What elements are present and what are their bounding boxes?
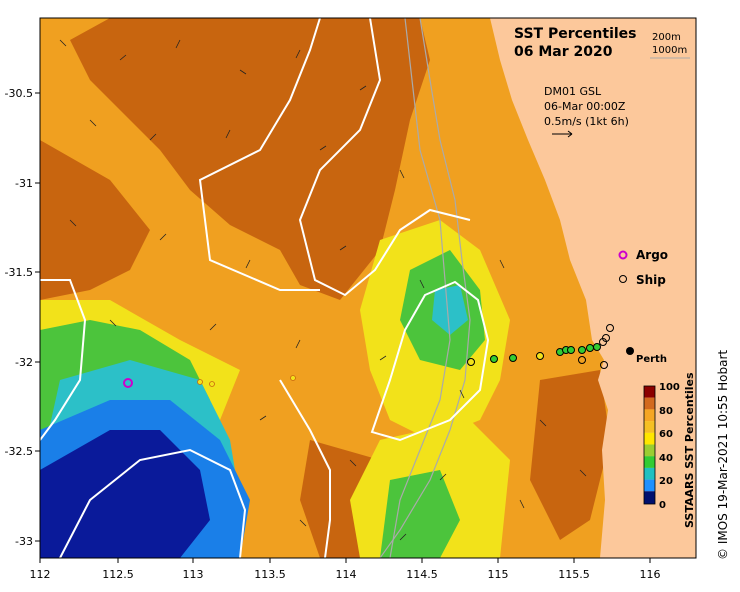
isobath-200m (379, 18, 471, 558)
lon-tick-113-5: 113.5 (254, 568, 286, 581)
argo-legend-icon (618, 250, 628, 260)
colorbar-tick-100: 100 (659, 382, 680, 393)
lon-tick-115-5: 115.5 (558, 568, 590, 581)
colorbar-tick-40: 40 (659, 453, 673, 464)
isobath-1000m-label: 1000m (652, 45, 687, 56)
current-vectors (59, 39, 587, 541)
contour-west (40, 279, 87, 441)
colorbar-tick-0: 0 (659, 500, 666, 511)
contour-center (370, 280, 490, 442)
argo-float-marker (123, 378, 133, 388)
colorbar-tick-60: 60 (659, 429, 673, 440)
model-time: 06-Mar 00:00Z (544, 100, 626, 113)
scale-arrow-icon (552, 130, 573, 138)
plot-frame (39, 17, 697, 559)
credit-text: © IMOS 19-Mar-2021 10:55 Hobart (716, 350, 730, 560)
sst-high-region-west (40, 140, 150, 300)
scale-arrow-label: 0.5m/s (1kt 6h) (544, 115, 629, 128)
sst-high-region-east (530, 370, 610, 540)
misc-markers (197, 375, 296, 387)
lon-tick-113: 113 (183, 568, 204, 581)
lat-tick-32: -32 (15, 356, 33, 369)
lon-tick-115: 115 (488, 568, 509, 581)
contour-north (198, 18, 321, 291)
lat-tick-31: -31 (15, 177, 33, 190)
isobath-1000m (389, 18, 451, 558)
lat-tick-33: -33 (15, 535, 33, 548)
isobath-200m-label: 200m (652, 32, 681, 43)
ship-legend-label: Ship (636, 273, 666, 287)
sst-navy-region (40, 430, 210, 558)
sst-high-region-north (70, 18, 430, 300)
lon-tick-116: 116 (640, 568, 661, 581)
lon-tick-112: 112 (30, 568, 51, 581)
lat-tick-31-5: -31.5 (5, 266, 33, 279)
lon-tick-112-5: 112.5 (102, 568, 134, 581)
perth-label: Perth (636, 354, 667, 365)
argo-legend-label: Argo (636, 248, 668, 262)
lon-tick-114: 114 (336, 568, 357, 581)
colorbar (643, 385, 656, 505)
colorbar-tick-80: 80 (659, 406, 673, 417)
model-name: DM01 GSL (544, 85, 602, 98)
sst-cyan-center (432, 285, 468, 335)
contour-north-inner (298, 18, 471, 297)
map-title: SST Percentiles (514, 26, 637, 42)
map-date: 06 Mar 2020 (514, 44, 613, 60)
ship-observations (467, 324, 614, 369)
lon-axis (39, 558, 651, 563)
lat-tick-30-5: -30.5 (5, 87, 33, 100)
lat-axis (35, 92, 40, 542)
colorbar-tick-20: 20 (659, 476, 673, 487)
lon-tick-114-5: 114.5 (406, 568, 438, 581)
lat-tick-32-5: -32.5 (5, 445, 33, 458)
map-field (40, 18, 696, 558)
contour-south (279, 379, 331, 558)
sst-green-south (380, 470, 460, 558)
ship-legend-icon (619, 275, 627, 283)
contour-southwest (59, 448, 247, 558)
colorbar-label: SSTAARS SST Percentiles (683, 372, 696, 528)
perth-marker (626, 347, 634, 355)
